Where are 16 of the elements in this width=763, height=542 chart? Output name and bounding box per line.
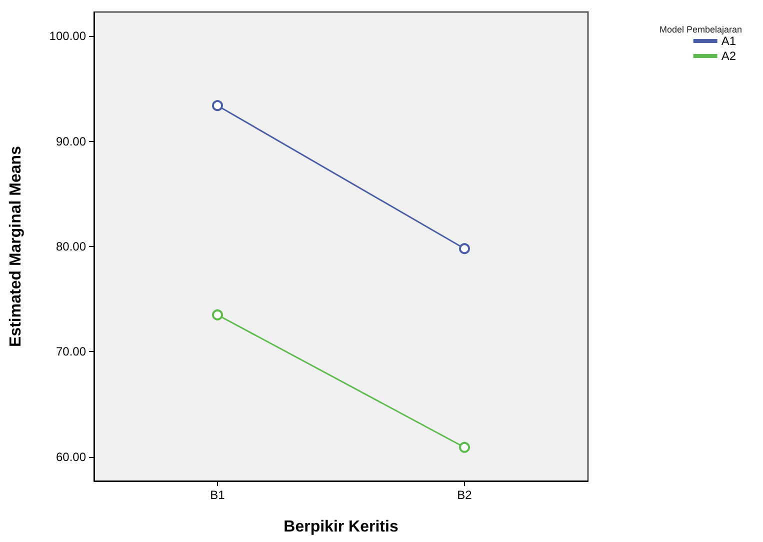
- legend-label: A2: [721, 49, 736, 63]
- legend-label: A1: [721, 34, 736, 48]
- y-tick-label: 90.00: [56, 134, 86, 148]
- x-tick-label: B1: [210, 488, 226, 502]
- y-tick-label: 60.00: [56, 450, 86, 464]
- y-tick-label: 70.00: [56, 344, 86, 359]
- y-axis-title: Estimated Marginal Means: [8, 146, 24, 347]
- legend-title: Model Pembelajaran: [659, 24, 742, 34]
- y-tick-label: 100.00: [49, 29, 86, 44]
- point: [212, 309, 223, 320]
- point: [212, 100, 223, 112]
- x-tick-label: B2: [457, 488, 472, 502]
- point: [459, 442, 470, 453]
- y-tick-label: 80.00: [56, 240, 86, 254]
- point: [459, 243, 470, 254]
- x-axis-title: Berpikir Keritis: [284, 518, 398, 536]
